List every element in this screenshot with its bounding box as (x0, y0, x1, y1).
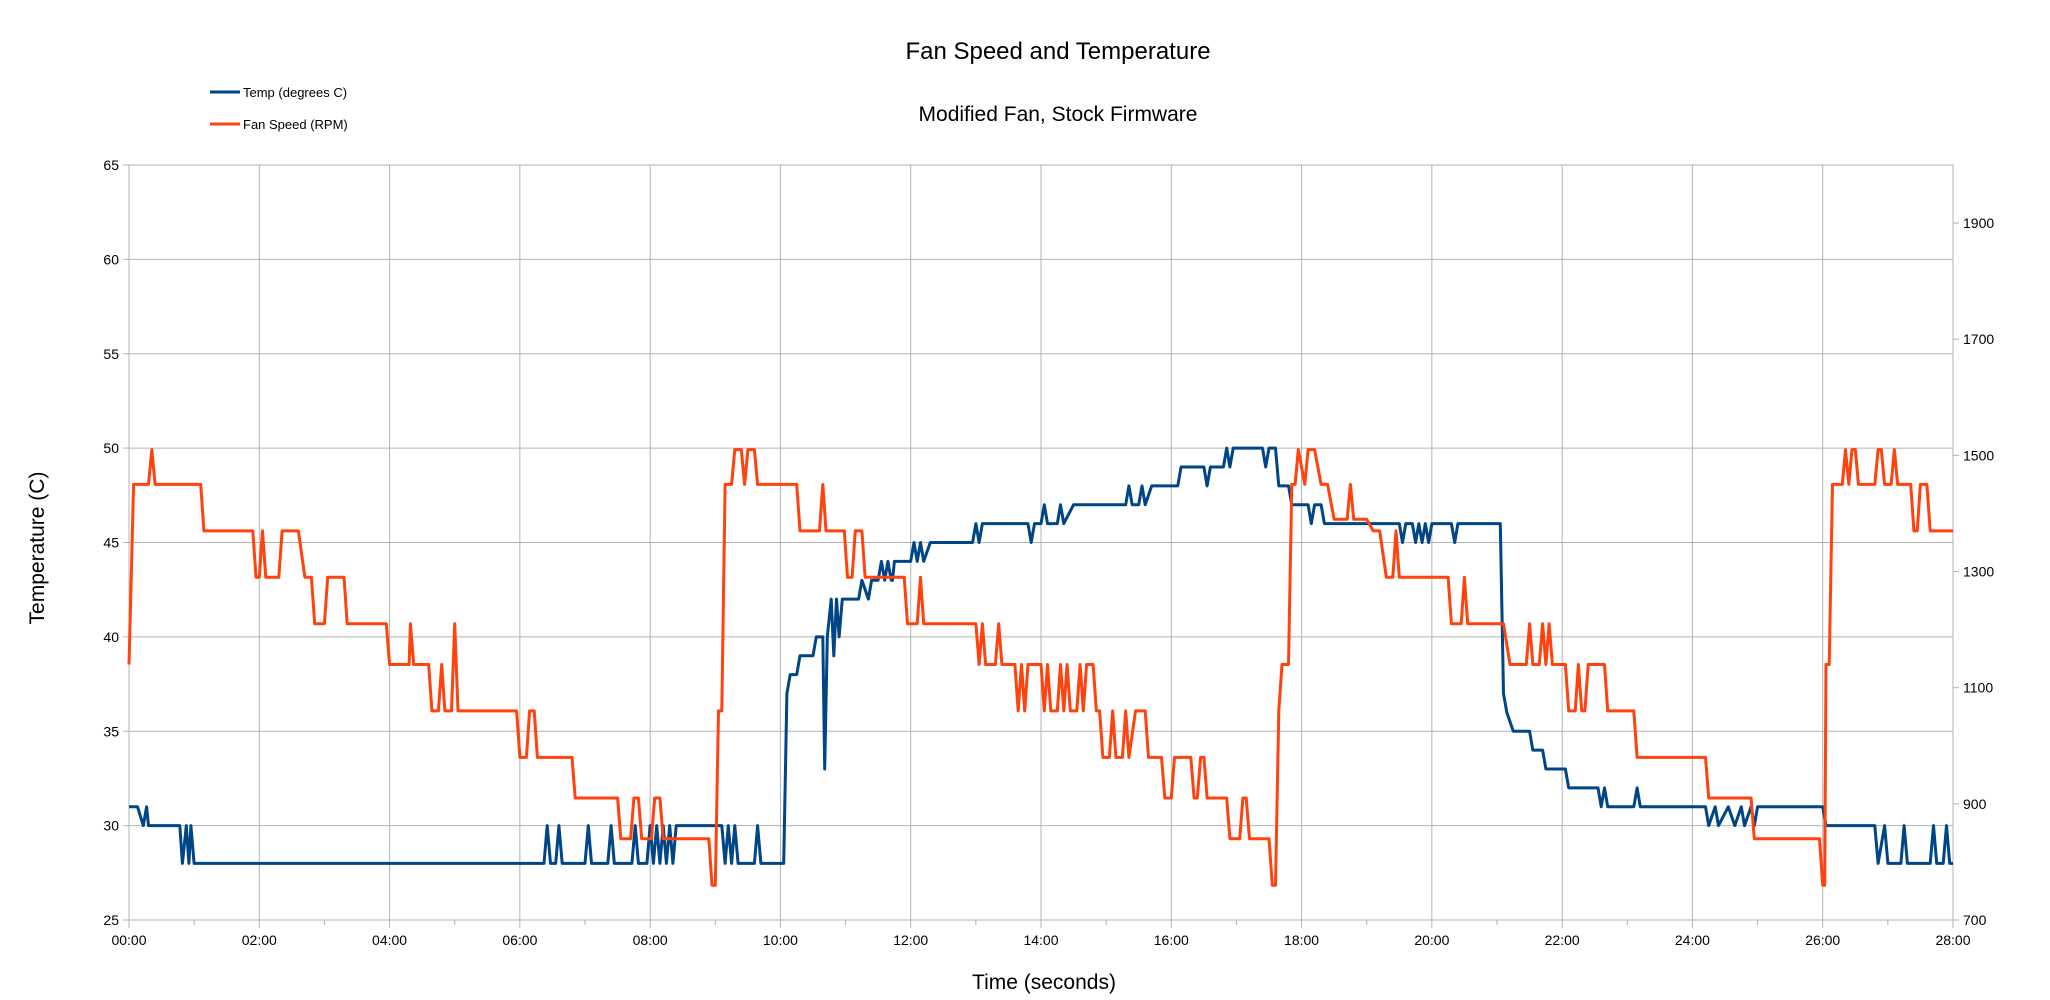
chart-title: Fan Speed and Temperature (905, 38, 1210, 65)
y2-tick-label: 1500 (1963, 447, 1994, 463)
x-tick-label: 16:00 (1154, 932, 1189, 948)
x-tick-label: 26:00 (1805, 932, 1840, 948)
y-tick-label: 25 (103, 912, 119, 928)
x-tick-label: 14:00 (1023, 932, 1058, 948)
y-tick-label: 60 (103, 251, 119, 267)
legend: Temp (degrees C) Fan Speed (RPM) (210, 85, 348, 132)
x-tick-label: 10:00 (763, 932, 798, 948)
y2-tick-label: 1300 (1963, 564, 1994, 580)
x-tick-label: 22:00 (1545, 932, 1580, 948)
x-tick-label: 18:00 (1284, 932, 1319, 948)
series-lines (127, 446, 1953, 887)
plot-frame (128, 164, 1954, 921)
axes: 25 30 35 40 45 50 55 60 65 700 900 1100 1300 1500 1700… (103, 157, 1994, 948)
y2-tick-label: 1900 (1963, 215, 1994, 231)
x-tick-label: 12:00 (893, 932, 928, 948)
x-tick-label: 08:00 (633, 932, 668, 948)
chart-subtitle: Modified Fan, Stock Firmware (919, 103, 1198, 126)
series-line-temp (129, 446, 1953, 865)
x-tick-label: 20:00 (1414, 932, 1449, 948)
y-tick-label: 30 (103, 818, 119, 834)
y-tick-label: 50 (103, 440, 119, 456)
x-tick-label: 24:00 (1675, 932, 1710, 948)
y-tick-label: 65 (103, 157, 119, 173)
y-tick-label: 35 (103, 723, 119, 739)
y2-tick-label: 1700 (1963, 331, 1994, 347)
y2-tick-label: 700 (1963, 912, 1987, 928)
x-tick-label: 04:00 (372, 932, 407, 948)
x-tick-label: 28:00 (1935, 932, 1970, 948)
x-axis-title: Time (seconds) (972, 971, 1116, 994)
y-axis-title: Temperature (C) (26, 472, 49, 625)
x-tick-label: 06:00 (502, 932, 537, 948)
series-line-fan-speed (127, 448, 1953, 887)
y-tick-label: 55 (103, 346, 119, 362)
y-tick-label: 45 (103, 535, 119, 551)
y2-tick-label: 1100 (1963, 680, 1993, 696)
legend-label-fan: Fan Speed (RPM) (243, 117, 348, 132)
legend-label-temp: Temp (degrees C) (243, 85, 347, 100)
y-tick-label: 40 (103, 629, 119, 645)
y2-tick-label: 900 (1963, 796, 1987, 812)
x-tick-label: 00:00 (111, 932, 146, 948)
x-tick-label: 02:00 (242, 932, 277, 948)
